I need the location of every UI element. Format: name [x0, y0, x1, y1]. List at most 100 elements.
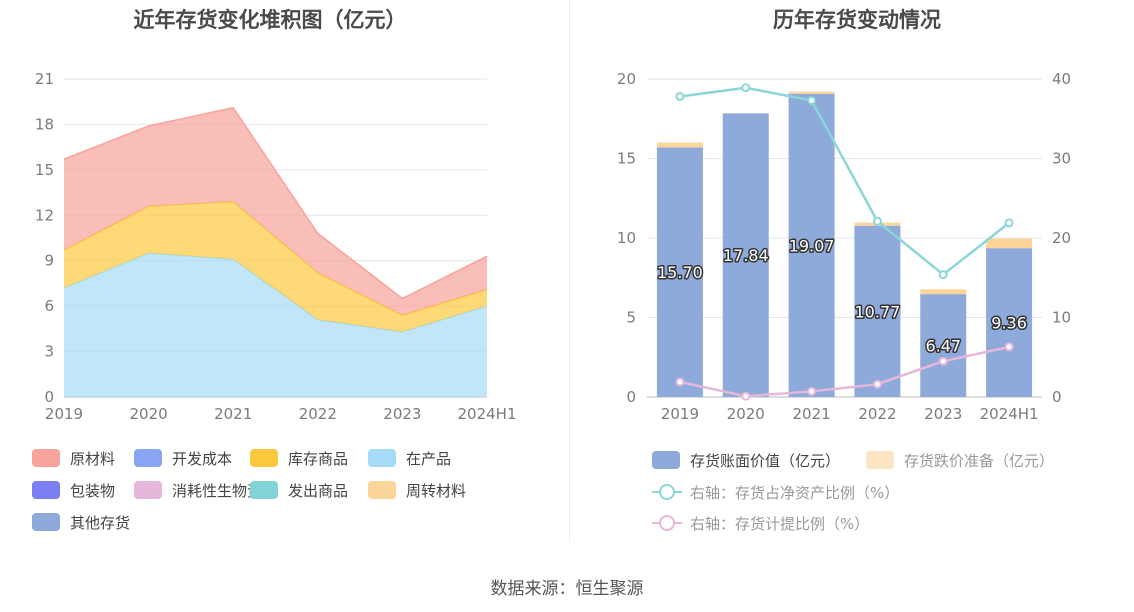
legend-item[interactable]: 在产品: [368, 447, 451, 469]
line-point: [1004, 218, 1014, 228]
x-tick-label: 2022: [299, 405, 337, 423]
y-tick-label: 0: [44, 388, 54, 406]
y-tick-label: 3: [44, 343, 54, 361]
legend-item[interactable]: 周转材料: [368, 479, 466, 501]
bar-book-value: [854, 225, 901, 397]
legend-label: 右轴：存货占净资产比例（%）: [690, 483, 900, 502]
legend-item[interactable]: 包装物: [32, 479, 115, 501]
legend-point: [659, 484, 675, 500]
bar-impairment: [788, 91, 835, 94]
y-tick-label: 12: [35, 206, 54, 224]
right-chart-title: 历年存货变动情况: [773, 8, 941, 32]
legend-item[interactable]: 其他存货: [32, 511, 130, 533]
legend-label: 周转材料: [406, 481, 467, 500]
left-chart-title: 近年存货变化堆积图（亿元）: [133, 8, 407, 32]
legend-item[interactable]: 原材料: [32, 447, 115, 469]
legend-label: 存货跌价准备（亿元）: [904, 451, 1055, 470]
y-tick-label: 5: [626, 309, 636, 327]
area-series: [64, 107, 487, 316]
x-tick-label: 2024H1: [458, 405, 517, 423]
ratio-line: [679, 345, 1010, 398]
bar-value-label-halo: 19.07: [789, 236, 835, 255]
legend-label: 包装物: [70, 481, 116, 500]
line-point: [675, 91, 685, 101]
line-point: [938, 270, 948, 280]
legend-swatch: [250, 449, 278, 467]
legend-point: [659, 515, 675, 531]
bar-value-label: 10.77: [855, 302, 901, 321]
legend-line-marker: [652, 512, 682, 534]
legend-swatch: [368, 481, 396, 499]
line-point: [872, 379, 882, 389]
line-point: [1004, 342, 1014, 352]
bar-book-value: [920, 294, 967, 397]
bar-value-label-halo: 15.70: [657, 263, 703, 282]
legend-swatch: [134, 449, 162, 467]
area-series: [64, 201, 487, 332]
bar-book-value: [722, 113, 769, 398]
bar-book-value: [986, 248, 1033, 397]
x-tick-label: 2024H1: [980, 405, 1039, 423]
y-tick-label: 9: [44, 252, 54, 270]
y2-tick-label: 30: [1052, 150, 1071, 168]
line-point: [872, 216, 882, 226]
legend-label: 原材料: [70, 449, 116, 468]
y-tick-label: 18: [35, 115, 54, 133]
legend-swatch: [652, 451, 680, 469]
bar-value-label-halo: 10.77: [855, 302, 901, 321]
y-tick-label: 6: [44, 297, 54, 315]
legend-label: 发出商品: [288, 481, 349, 500]
x-tick-label: 2020: [727, 405, 765, 423]
legend-swatch: [32, 513, 60, 531]
legend-swatch: [250, 481, 278, 499]
x-tick-label: 2021: [792, 405, 830, 423]
bar-value-label: 19.07: [789, 236, 835, 255]
legend-label: 其他存货: [70, 513, 131, 532]
bar-value-label: 9.36: [991, 314, 1027, 333]
line-point: [938, 356, 948, 366]
legend-label: 开发成本: [172, 449, 233, 468]
x-tick-label: 2020: [130, 405, 168, 423]
data-source-note: 数据来源：恒生聚源: [490, 579, 644, 599]
ratio-line: [679, 86, 1010, 277]
y-tick-label: 20: [617, 70, 636, 88]
legend-item[interactable]: 存货跌价准备（亿元）: [866, 449, 1054, 471]
legend-item[interactable]: 库存商品: [250, 447, 348, 469]
bar-value-label: 6.47: [925, 337, 961, 356]
x-tick-label: 2023: [924, 405, 962, 423]
legend-label: 库存商品: [288, 449, 349, 468]
legend-swatch: [134, 481, 162, 499]
panel-divider: [569, 0, 570, 542]
line-point: [741, 83, 751, 93]
line-point: [807, 386, 817, 396]
y2-tick-label: 40: [1052, 70, 1071, 88]
bar-value-label: 15.70: [657, 263, 703, 282]
bar-value-label-halo: 17.84: [723, 246, 769, 265]
y-tick-label: 10: [617, 229, 636, 247]
bar-value-label-halo: 6.47: [925, 337, 961, 356]
y-tick-label: 15: [617, 150, 636, 168]
legend-item[interactable]: 发出商品: [250, 479, 348, 501]
bar-value-label: 17.84: [723, 246, 769, 265]
legend-swatch: [368, 449, 396, 467]
y2-tick-label: 10: [1052, 309, 1071, 327]
y2-tick-label: 20: [1052, 229, 1071, 247]
legend-item[interactable]: 开发成本: [134, 447, 232, 469]
y2-tick-label: 0: [1052, 388, 1062, 406]
x-tick-label: 2019: [45, 405, 83, 423]
line-point: [675, 377, 685, 387]
legend-label: 右轴：存货计提比例（%）: [690, 514, 870, 533]
legend-item[interactable]: 右轴：存货占净资产比例（%）: [652, 481, 899, 503]
legend-item[interactable]: 存货账面价值（亿元）: [652, 449, 840, 471]
inventory-change-combo-chart: 0 5 10 15 20 0 10 20 30 40 2019 2020 2021 2022 2023 202…: [617, 70, 1071, 423]
bar-value-label-halo: 9.36: [991, 314, 1027, 333]
y-tick-label: 0: [626, 388, 636, 406]
bar-impairment: [656, 142, 703, 148]
bar-impairment: [920, 289, 967, 295]
x-tick-label: 2019: [661, 405, 699, 423]
area-series-line: [63, 106, 488, 300]
legend-item[interactable]: 右轴：存货计提比例（%）: [652, 512, 869, 534]
legend-line-marker: [652, 481, 682, 503]
line-point: [807, 95, 817, 105]
bar-impairment: [986, 238, 1033, 249]
